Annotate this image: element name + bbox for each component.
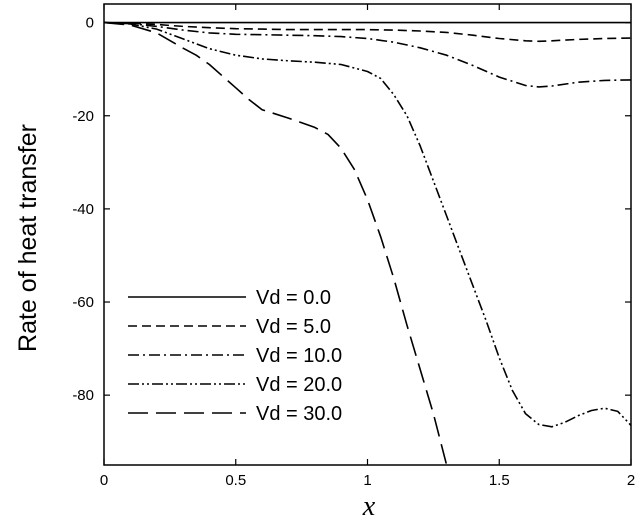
- series-line-3: [104, 21, 631, 428]
- x-tick-label: 0: [100, 472, 108, 489]
- y-tick-label: 0: [86, 15, 94, 32]
- x-tick-label: 2: [627, 472, 635, 489]
- x-axis-label: x: [362, 491, 376, 522]
- plot-curves: [104, 21, 631, 465]
- axis-ticks: [103, 4, 632, 465]
- x-tick-label: 1: [363, 472, 371, 489]
- series-line-4: [104, 21, 448, 465]
- y-tick-label: -60: [72, 294, 94, 311]
- legend-label: Vd = 10.0: [256, 345, 342, 367]
- series-line-1: [104, 21, 631, 43]
- legend-label: Vd = 30.0: [256, 403, 342, 425]
- legend: Vd = 0.0 Vd = 5.0 Vd = 10.0 Vd = 20.0 Vd = 3…: [128, 287, 342, 425]
- axis-tick-labels: 0 0.5 1 1.5 2 0 -20 -40 -60 -80: [72, 15, 635, 489]
- y-axis-label: Rate of heat transfer: [14, 124, 42, 352]
- series-line-2: [104, 21, 631, 88]
- x-tick-label: 1.5: [489, 472, 510, 489]
- x-tick-label: 0.5: [225, 472, 246, 489]
- legend-label: Vd = 0.0: [256, 287, 331, 309]
- plot-frame: [103, 3, 632, 466]
- y-tick-label: -80: [72, 387, 94, 404]
- y-tick-label: -40: [72, 201, 94, 218]
- legend-label: Vd = 20.0: [256, 374, 342, 396]
- y-tick-label: -20: [72, 108, 94, 125]
- legend-label: Vd = 5.0: [256, 316, 331, 338]
